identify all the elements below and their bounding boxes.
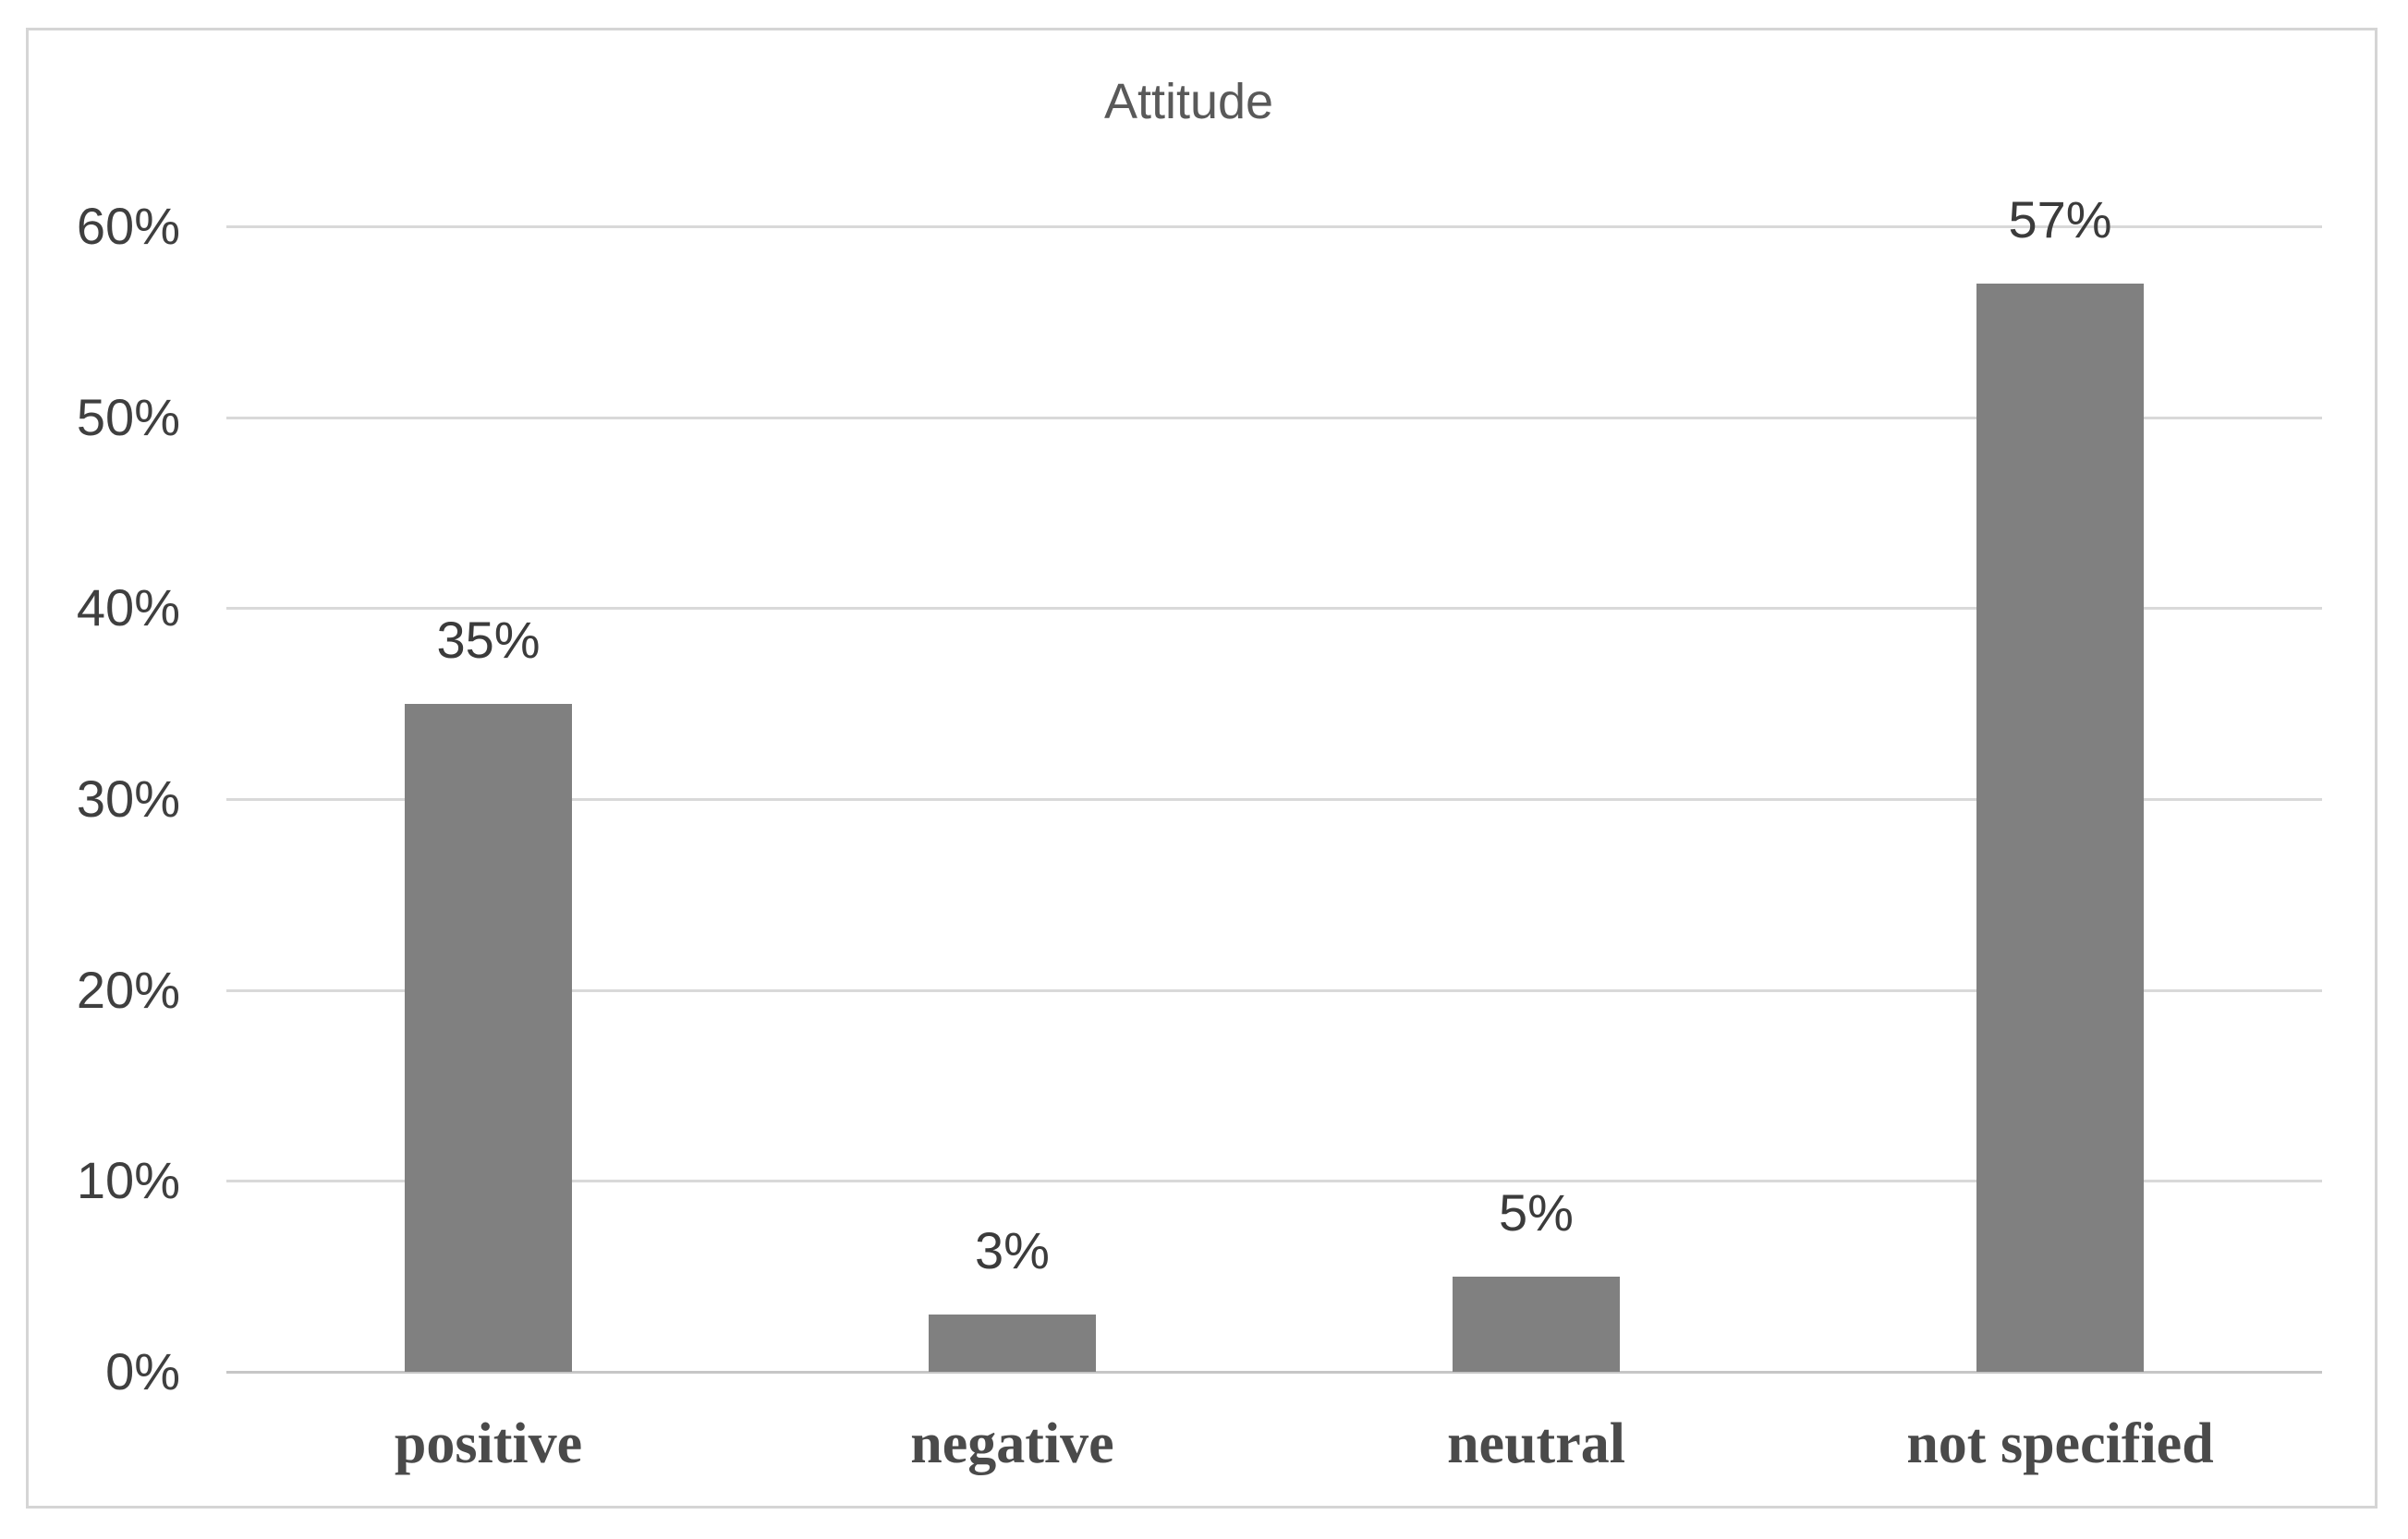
bar-value-label: 3% xyxy=(975,1221,1050,1279)
bar-not-specified xyxy=(1976,284,2144,1372)
y-tick-label: 60% xyxy=(76,197,180,255)
x-axis-line xyxy=(226,1371,2322,1374)
y-tick-label: 10% xyxy=(76,1151,180,1210)
y-tick-label: 20% xyxy=(76,960,180,1019)
gridline-20 xyxy=(226,988,2322,992)
category-label: not specified xyxy=(1906,1412,2214,1475)
gridline-60 xyxy=(226,225,2322,228)
bar-value-label: 35% xyxy=(436,610,541,669)
gridline-50 xyxy=(226,416,2322,419)
gridline-10 xyxy=(226,1180,2322,1183)
category-label: positive xyxy=(394,1412,583,1475)
gridline-30 xyxy=(226,798,2322,801)
gridline-40 xyxy=(226,607,2322,611)
bar-neutral xyxy=(1453,1276,1620,1372)
y-tick-label: 0% xyxy=(105,1342,180,1400)
bar-negative xyxy=(929,1315,1096,1372)
bar-positive xyxy=(405,703,572,1372)
y-tick-label: 30% xyxy=(76,770,180,828)
chart-title: Attitude xyxy=(1103,74,1274,129)
category-label: negative xyxy=(910,1412,1114,1475)
plot-area xyxy=(226,225,2322,1374)
category-label: neutral xyxy=(1447,1412,1625,1475)
y-tick-label: 40% xyxy=(76,578,180,637)
bar-value-label: 5% xyxy=(1499,1182,1574,1242)
y-tick-label: 50% xyxy=(76,387,180,446)
bar-value-label: 57% xyxy=(2008,190,2112,248)
